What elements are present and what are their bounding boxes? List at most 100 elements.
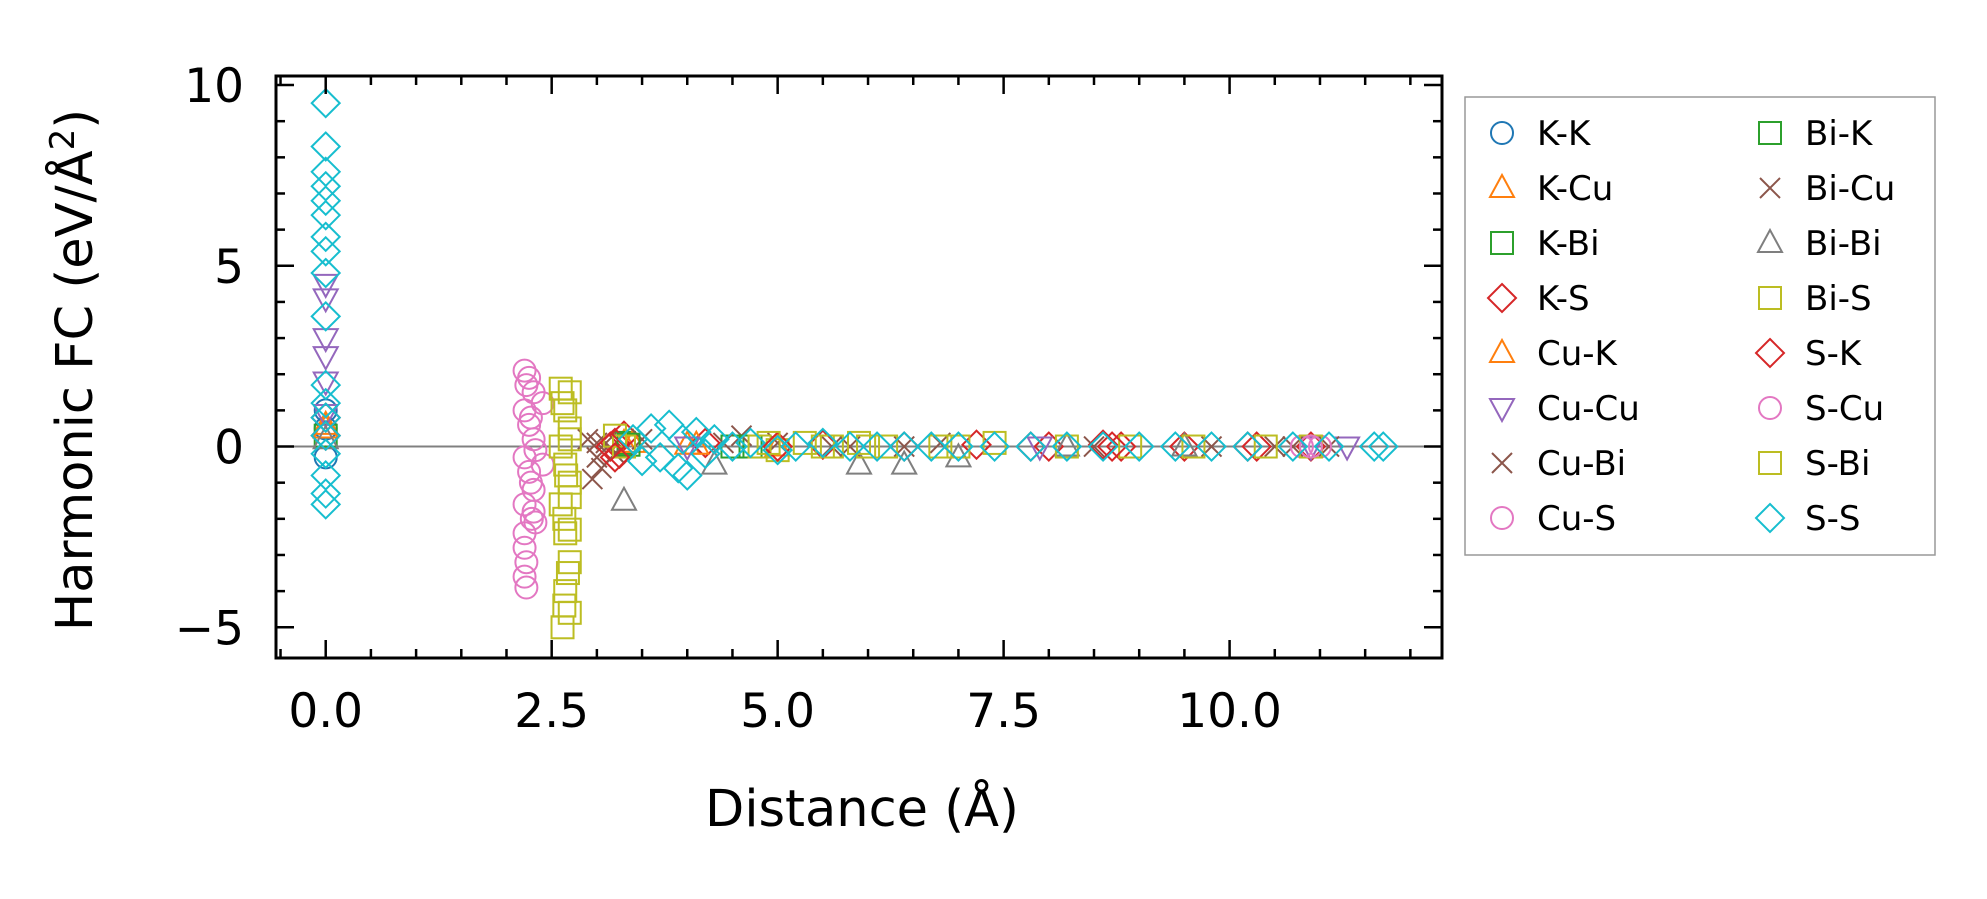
legend-entry-bi-k: Bi-K (1758, 114, 1874, 154)
point-bi-s (553, 398, 578, 423)
point-s-s (943, 431, 974, 462)
legend-entry-s-bi: S-Bi (1758, 444, 1870, 484)
legend-entry-bi-bi: Bi-Bi (1756, 224, 1882, 264)
point-s-bi (557, 550, 582, 575)
point-s-s (310, 221, 342, 253)
point-s-s (310, 257, 342, 289)
plot-frame (274, 74, 1444, 660)
point-s-s (1196, 431, 1227, 462)
point-k-s (807, 429, 839, 461)
point-s-s (861, 431, 893, 462)
legend-label: S-K (1805, 334, 1863, 374)
legend-entry-k-cu: K-Cu (1488, 169, 1613, 209)
point-s-s (310, 438, 342, 470)
legend-marker (1754, 337, 1786, 369)
point-s-cu (518, 470, 543, 495)
point-s-bi (550, 391, 575, 416)
point-k-s (1241, 431, 1273, 462)
point-bi-s (747, 434, 772, 459)
legend-label: K-K (1537, 114, 1592, 154)
x-tick-label: 5.0 (740, 684, 815, 739)
y-tick-label: 0 (214, 421, 244, 476)
point-cu-cu (312, 288, 340, 314)
point-s-cu (523, 438, 548, 463)
point-s-s (310, 402, 342, 434)
y-axis-title-tail: ) (46, 109, 105, 129)
legend-entry-s-cu: S-Cu (1758, 389, 1884, 429)
point-bi-s (1118, 434, 1143, 459)
point-s-s (310, 300, 342, 332)
y-tick-label: −5 (175, 601, 244, 656)
point-bi-s (792, 430, 817, 455)
ticks-layer (276, 76, 1442, 658)
legend-entry-cu-s: Cu-S (1490, 499, 1616, 539)
legend-label: Cu-K (1537, 334, 1619, 374)
point-s-s (667, 423, 699, 455)
point-s-bi (856, 434, 881, 459)
y-axis-title-main: Harmonic FC (eV/Å (43, 150, 105, 631)
point-s-bi (552, 593, 577, 618)
point-cu-s (512, 358, 537, 383)
legend-marker (1758, 121, 1782, 145)
legend-label: Cu-S (1537, 499, 1616, 539)
legend-marker (1754, 502, 1786, 534)
x-tick-label: 10.0 (1177, 684, 1282, 739)
point-s-s (310, 185, 342, 217)
legend-entry-s-s: S-S (1754, 499, 1860, 539)
series-s-s (310, 87, 1399, 520)
point-s-s (310, 235, 342, 267)
y-tick-label: 5 (214, 240, 244, 295)
legend-label: K-Bi (1537, 224, 1600, 264)
point-s-s (1277, 431, 1309, 462)
point-cu-s (512, 564, 537, 589)
legend: K-K K-Cu K-Bi K-S Cu-K Cu-Cu Cu-Bi Cu-S Bi-K Bi-C… (1464, 96, 1936, 556)
legend-marker (1758, 286, 1782, 310)
point-s-s (834, 431, 866, 462)
legend-marker (1759, 177, 1781, 199)
point-bi-bi (700, 449, 729, 475)
point-s-s (671, 460, 703, 491)
legend-entry-bi-cu: Bi-Cu (1759, 169, 1895, 209)
legend-marker (1490, 121, 1514, 145)
point-cu-cu (312, 273, 340, 299)
point-s-bi (557, 427, 582, 452)
legend-marker (1486, 282, 1518, 314)
legend-entry-cu-k: Cu-K (1488, 334, 1619, 374)
point-s-cu (518, 405, 543, 430)
legend-marker (1491, 452, 1513, 474)
point-cu-s (514, 550, 539, 575)
legend-marker (1490, 506, 1514, 530)
point-s-k (595, 431, 626, 462)
point-s-s (310, 87, 342, 119)
point-s-s (626, 445, 658, 477)
series-s-cu (512, 373, 1323, 546)
point-s-s (689, 438, 721, 470)
point-bi-s (847, 430, 871, 455)
point-s-cu (1298, 434, 1323, 459)
legend-label: Cu-Cu (1537, 389, 1640, 429)
legend-marker (1490, 231, 1514, 255)
legend-entry-cu-cu: Cu-Cu (1488, 389, 1640, 429)
point-bi-s (1054, 434, 1079, 459)
point-s-s (310, 369, 342, 401)
point-s-s (915, 431, 947, 462)
point-bi-s (553, 521, 578, 546)
point-s-s (1313, 431, 1345, 462)
point-cu-bi (581, 468, 604, 490)
point-s-s (310, 478, 342, 509)
y-axis-title-superscript: 2 (43, 129, 83, 151)
point-s-s (644, 441, 676, 473)
x-tick-label: 7.5 (966, 684, 1041, 739)
legend-entry-cu-bi: Cu-Bi (1491, 444, 1626, 484)
point-s-s (762, 434, 794, 466)
point-bi-bi (1053, 431, 1081, 457)
point-s-s (1015, 431, 1047, 462)
legend-label: K-S (1537, 279, 1590, 319)
point-cu-cu (312, 346, 340, 372)
x-tick-label: 0.0 (288, 684, 363, 739)
legend-entry-k-bi: K-Bi (1490, 224, 1600, 264)
point-s-s (680, 416, 712, 448)
y-tick-label: 10 (184, 59, 244, 114)
x-tick-label: 2.5 (514, 684, 589, 739)
